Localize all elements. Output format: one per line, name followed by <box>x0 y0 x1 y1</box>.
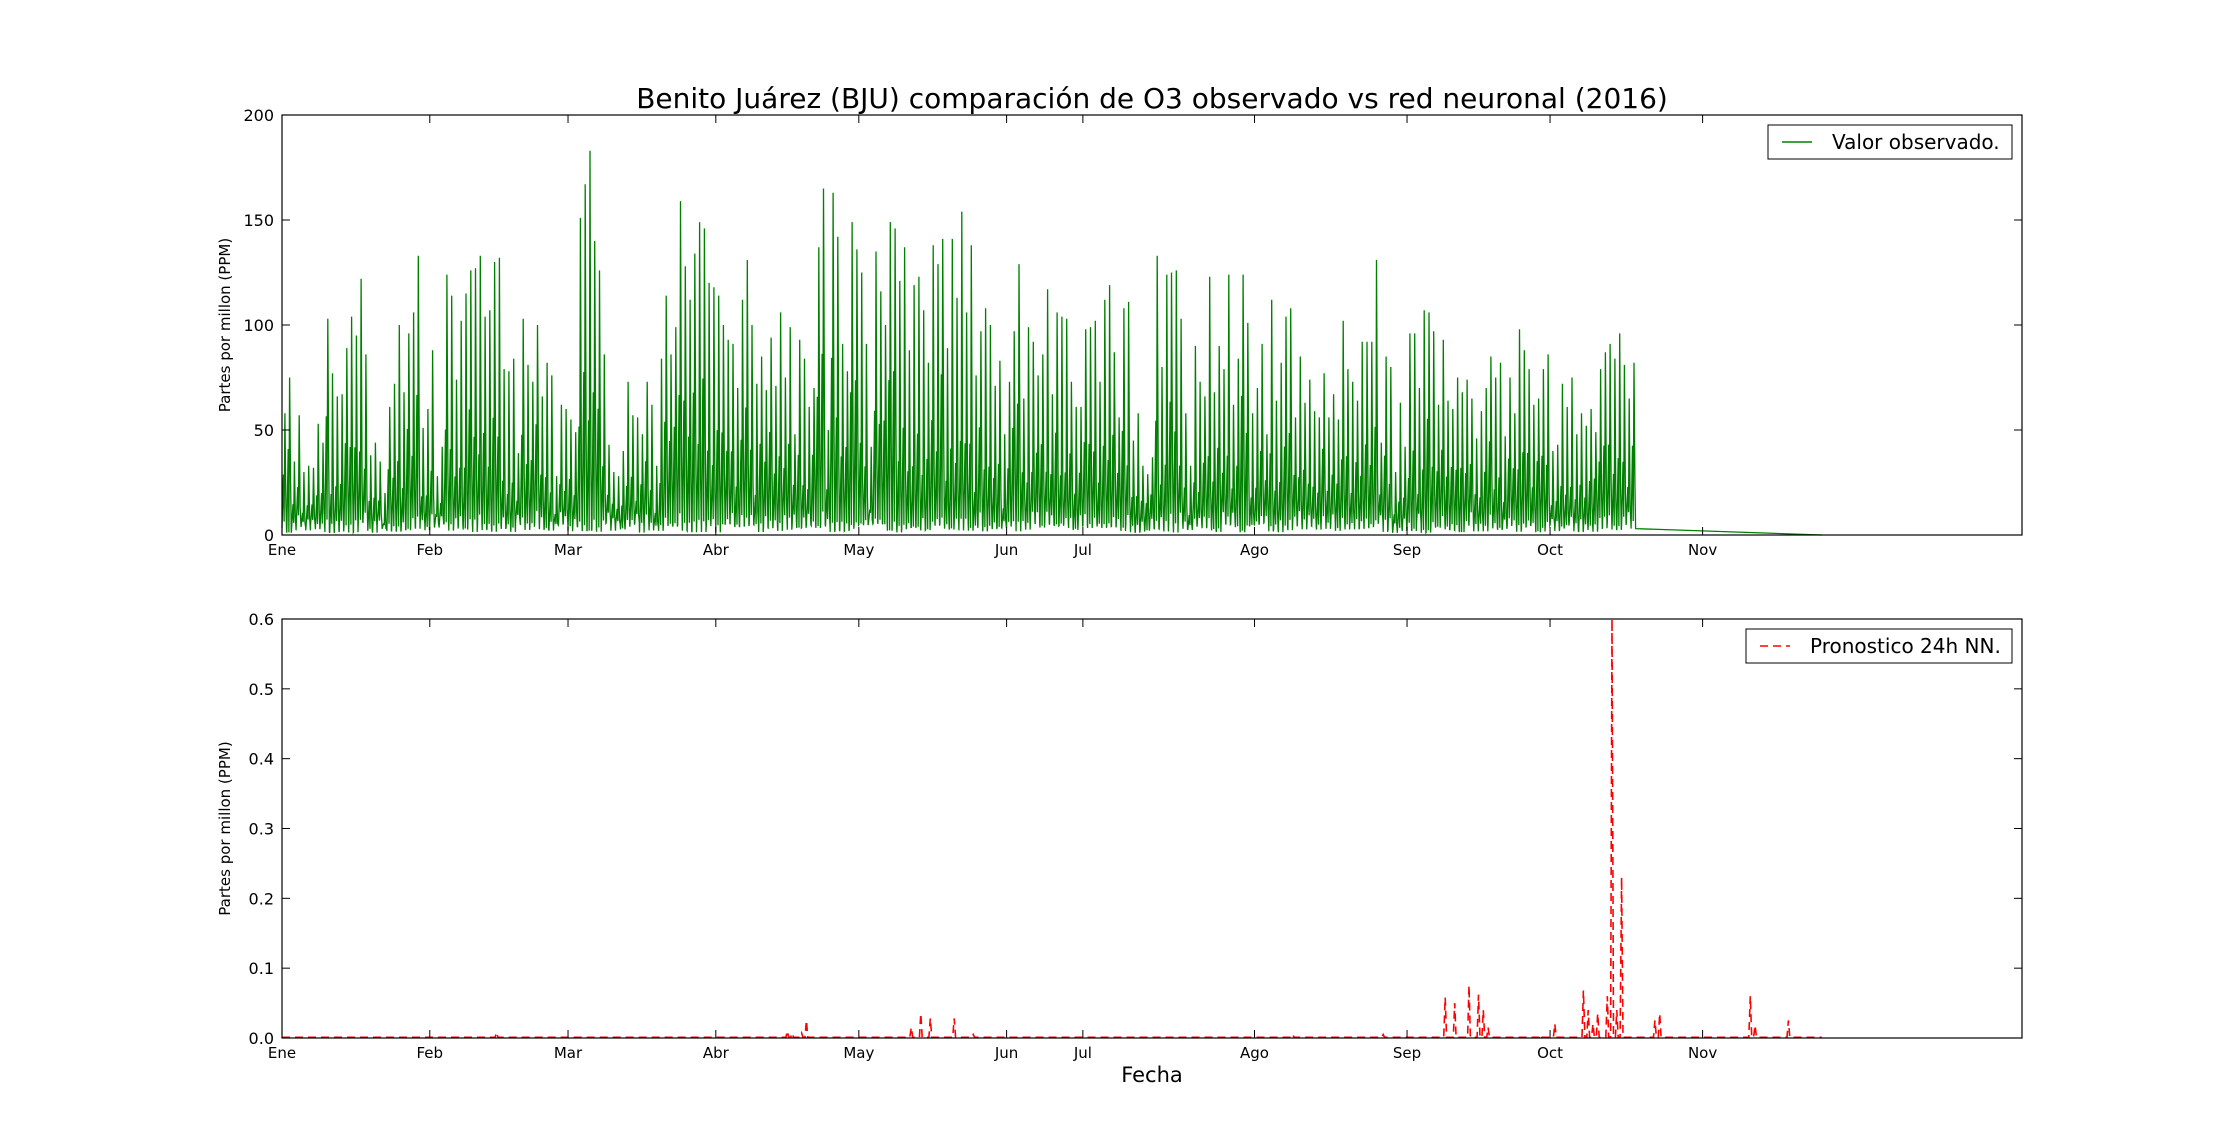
x-tick-label: May <box>843 541 874 559</box>
legend-label: Pronostico 24h NN. <box>1810 634 2001 658</box>
y-tick-label: 0.4 <box>249 750 274 769</box>
x-tick-label: Oct <box>1537 1044 1563 1062</box>
y-tick-label: 0.1 <box>249 959 274 978</box>
x-tick-label: Feb <box>416 1044 443 1062</box>
x-tick-label: Jun <box>994 1044 1018 1062</box>
y-tick-label: 100 <box>243 316 274 335</box>
x-tick-label: Abr <box>703 1044 730 1062</box>
x-tick-label: Sep <box>1393 541 1421 559</box>
chart-title: Benito Juárez (BJU) comparación de O3 ob… <box>636 82 1668 115</box>
observed-panel: 0 50 100 150 200 Ene Feb Mar Abr May Jun Jul Ago Sep O… <box>216 106 2023 559</box>
x-tick-label: Ene <box>268 1044 296 1062</box>
y-tick-label: 150 <box>243 211 274 230</box>
legend: Pronostico 24h NN. <box>1745 628 2013 664</box>
x-tick-label: Nov <box>1688 541 1717 559</box>
y-tick-label: 0.5 <box>249 680 274 699</box>
x-tick-label: Ago <box>1240 1044 1269 1062</box>
legend: Valor observado. <box>1767 124 2013 160</box>
x-tick-label: Jul <box>1073 541 1092 559</box>
legend-box <box>1745 628 2013 664</box>
forecast-series-line <box>282 618 1822 1039</box>
x-tick-label: Mar <box>554 1044 583 1062</box>
x-tick-label: Oct <box>1537 541 1563 559</box>
y-tick-label: 0.6 <box>249 610 274 629</box>
x-tick-label: Sep <box>1393 1044 1421 1062</box>
x-tick-label: Mar <box>554 541 583 559</box>
y-axis-label: Partes por millon (PPM) <box>216 238 234 412</box>
y-tick-label: 200 <box>243 106 274 125</box>
x-tick-label: May <box>843 1044 874 1062</box>
x-tick-label: Jul <box>1073 1044 1092 1062</box>
y-tick-label: 0.3 <box>249 820 274 839</box>
y-axis-label: Partes por millon (PPM) <box>216 741 234 915</box>
x-axis-label: Fecha <box>1121 1063 1183 1087</box>
legend-label: Valor observado. <box>1832 130 2000 154</box>
y-tick-label: 0.0 <box>249 1029 274 1048</box>
y-tick-label: 0 <box>264 526 274 545</box>
x-tick-label: Jun <box>994 541 1018 559</box>
x-tick-label: Nov <box>1688 1044 1717 1062</box>
observed-series-line <box>281 150 1822 536</box>
x-tick-label: Ago <box>1240 541 1269 559</box>
forecast-panel: 0.0 0.1 0.2 0.3 0.4 0.5 0.6 Ene Feb Mar Abr May Jun J… <box>216 610 2023 1062</box>
x-tick-label: Ene <box>268 541 296 559</box>
y-tick-label: 50 <box>254 421 274 440</box>
x-tick-label: Feb <box>416 541 443 559</box>
y-tick-label: 0.2 <box>249 889 274 908</box>
x-tick-label: Abr <box>703 541 730 559</box>
